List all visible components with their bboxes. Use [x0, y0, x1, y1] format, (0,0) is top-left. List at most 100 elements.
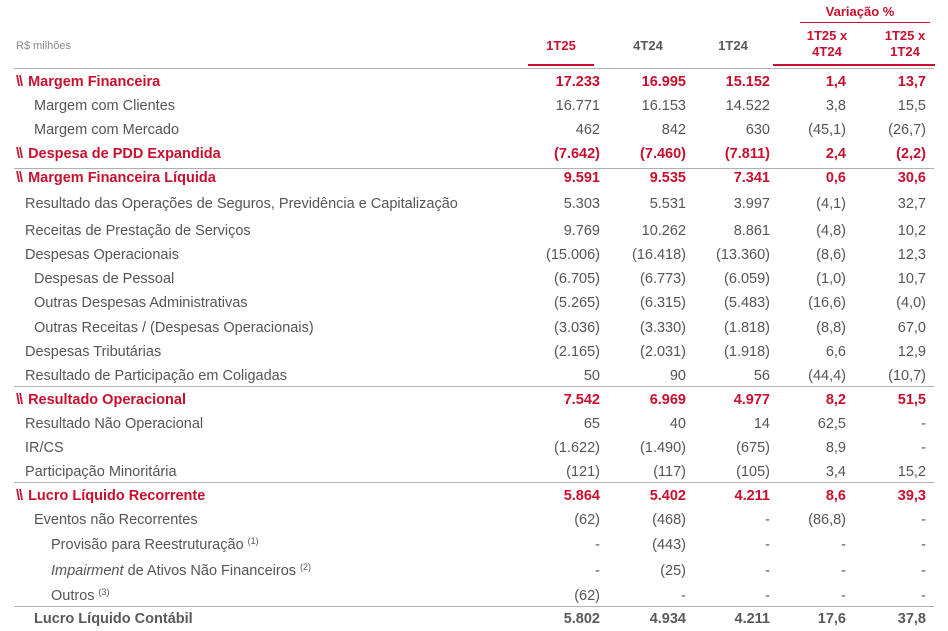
cell-var-quarter: 8,9: [825, 440, 846, 456]
row-label: Receitas de Prestação de Serviços: [25, 223, 251, 239]
cell-1t24: (105): [736, 464, 770, 480]
table-row-eventos-nao-recorrentes: Eventos não Recorrentes (62) (468) - (86…: [0, 508, 948, 532]
cell-var-year: 12,3: [897, 247, 926, 263]
table-row-despesa-pdd: \\ Despesa de PDD Expandida (7.642) (7.46…: [0, 142, 948, 166]
cell-4t24: 5.402: [649, 488, 686, 504]
table-row-coligadas: Resultado de Participação em Coligadas 5…: [0, 364, 948, 388]
cell-var-quarter: 8,2: [825, 392, 846, 408]
header-underline-1t25: [528, 64, 594, 66]
table-row-impairment: Impairment de Ativos Não Financeiros (2)…: [0, 559, 948, 583]
row-marker-icon: \\: [16, 74, 23, 90]
cell-1t24: 4.211: [734, 611, 771, 627]
cell-var-year: -: [921, 537, 926, 553]
cell-var-quarter: 8,6: [825, 488, 846, 504]
cell-4t24: 4.934: [649, 611, 686, 627]
cell-var-year: 51,5: [897, 392, 926, 408]
cell-var-year: (10,7): [888, 368, 926, 384]
cell-var-year: (2,2): [896, 146, 926, 162]
cell-var-year: 15,5: [897, 98, 926, 114]
table-row-despesas-operacionais: Despesas Operacionais (15.006) (16.418) …: [0, 243, 948, 267]
cell-var-year: -: [921, 563, 926, 579]
cell-1t25: (121): [566, 464, 600, 480]
table-row-resultado-operacional: \\ Resultado Operacional 7.542 6.969 4.97…: [0, 388, 948, 412]
cell-4t24: -: [681, 588, 686, 604]
cell-var-quarter: (45,1): [808, 122, 846, 138]
row-marker-icon: \\: [16, 488, 23, 504]
header-4t24: 4T24: [633, 38, 663, 53]
cell-var-year: 37,8: [897, 611, 926, 627]
cell-4t24: (6.773): [640, 271, 686, 287]
cell-4t24: (16.418): [631, 247, 686, 263]
header-var-quarter: 1T25 x 4T24: [790, 28, 864, 60]
row-label: Resultado de Participação em Coligadas: [25, 368, 287, 384]
cell-var-year: 67,0: [897, 320, 926, 336]
table-row-outras-despesas-adm: Outras Despesas Administrativas (5.265) …: [0, 291, 948, 315]
row-marker-icon: \\: [16, 392, 23, 408]
cell-var-year: 13,7: [897, 74, 926, 90]
table-row-reestruturacao: Provisão para Reestruturação (1) - (443)…: [0, 533, 948, 557]
cell-1t25: (15.006): [545, 247, 600, 263]
cell-1t24: -: [765, 588, 770, 604]
cell-1t24: 4.977: [733, 392, 770, 408]
row-label: Margem Financeira Líquida: [28, 170, 216, 186]
cell-1t24: -: [765, 563, 770, 579]
table-row-margem-mercado: Margem com Mercado 462 842 630 (45,1) (2…: [0, 118, 948, 142]
cell-var-quarter: 0,6: [825, 170, 846, 186]
cell-1t25: (62): [574, 512, 600, 528]
cell-1t25: (5.265): [554, 295, 600, 311]
row-label: Resultado Não Operacional: [25, 416, 204, 432]
cell-4t24: (3.330): [640, 320, 686, 336]
cell-var-quarter: 2,4: [825, 146, 846, 162]
cell-var-year: 12,9: [897, 344, 926, 360]
cell-1t25: 16.771: [555, 98, 600, 114]
row-label: Outras Receitas / (Despesas Operacionais…: [34, 320, 314, 336]
row-label: Despesa de PDD Expandida: [28, 146, 221, 162]
cell-var-year: 15,2: [897, 464, 926, 480]
cell-1t24: (675): [736, 440, 770, 456]
row-label: Lucro Líquido Contábil: [34, 611, 193, 627]
cell-var-year: (4,0): [896, 295, 926, 311]
cell-var-year: 10,2: [897, 223, 926, 239]
row-marker-icon: \\: [16, 146, 23, 162]
header-var-quarter-line1: 1T25 x: [806, 28, 848, 43]
cell-1t24: (1.918): [724, 344, 770, 360]
cell-var-quarter: 1,4: [825, 74, 846, 90]
cell-var-year: 30,6: [897, 170, 926, 186]
cell-var-quarter: (16,6): [808, 295, 846, 311]
cell-4t24: (2.031): [640, 344, 686, 360]
cell-var-quarter: 3,8: [825, 98, 846, 114]
cell-4t24: 40: [669, 416, 686, 432]
cell-var-year: -: [921, 416, 926, 432]
cell-4t24: (468): [652, 512, 686, 528]
cell-4t24: 842: [661, 122, 686, 138]
table-row-minoritaria: Participação Minoritária (121) (117) (10…: [0, 460, 948, 484]
table-row-margem-liquida: \\ Margem Financeira Líquida 9.591 9.535 …: [0, 166, 948, 190]
cell-1t25: 17.233: [555, 74, 600, 90]
cell-var-quarter: 17,6: [817, 611, 846, 627]
table-row-lucro-recorrente: \\ Lucro Líquido Recorrente 5.864 5.402 4…: [0, 484, 948, 508]
cell-4t24: 5.531: [649, 196, 686, 212]
cell-1t25: (3.036): [554, 320, 600, 336]
table-row-outros: Outros (3) (62) - - - -: [0, 584, 948, 608]
cell-1t24: 15.152: [725, 74, 770, 90]
header-1t24: 1T24: [718, 38, 748, 53]
cell-var-quarter: (4,8): [816, 223, 846, 239]
cell-1t25: 5.303: [563, 196, 600, 212]
separator-2: [14, 386, 934, 387]
row-label: de Ativos Não Financeiros: [127, 563, 297, 579]
cell-1t25: 9.769: [563, 223, 600, 239]
row-label: Provisão para Reestruturação: [51, 537, 244, 553]
cell-var-year: 32,7: [897, 196, 926, 212]
cell-1t24: 14: [753, 416, 770, 432]
row-label: Lucro Líquido Recorrente: [28, 488, 206, 504]
cell-1t24: 7.341: [733, 170, 770, 186]
cell-var-year: 10,7: [897, 271, 926, 287]
row-label: Margem Financeira: [28, 74, 161, 90]
cell-1t25: (1.622): [554, 440, 600, 456]
cell-1t25: 5.802: [563, 611, 600, 627]
table-row-despesas-pessoal: Despesas de Pessoal (6.705) (6.773) (6.0…: [0, 267, 948, 291]
cell-1t24: 14.522: [725, 98, 770, 114]
cell-1t25: (2.165): [554, 344, 600, 360]
header-underline-variation: [773, 64, 935, 66]
cell-4t24: (6.315): [640, 295, 686, 311]
